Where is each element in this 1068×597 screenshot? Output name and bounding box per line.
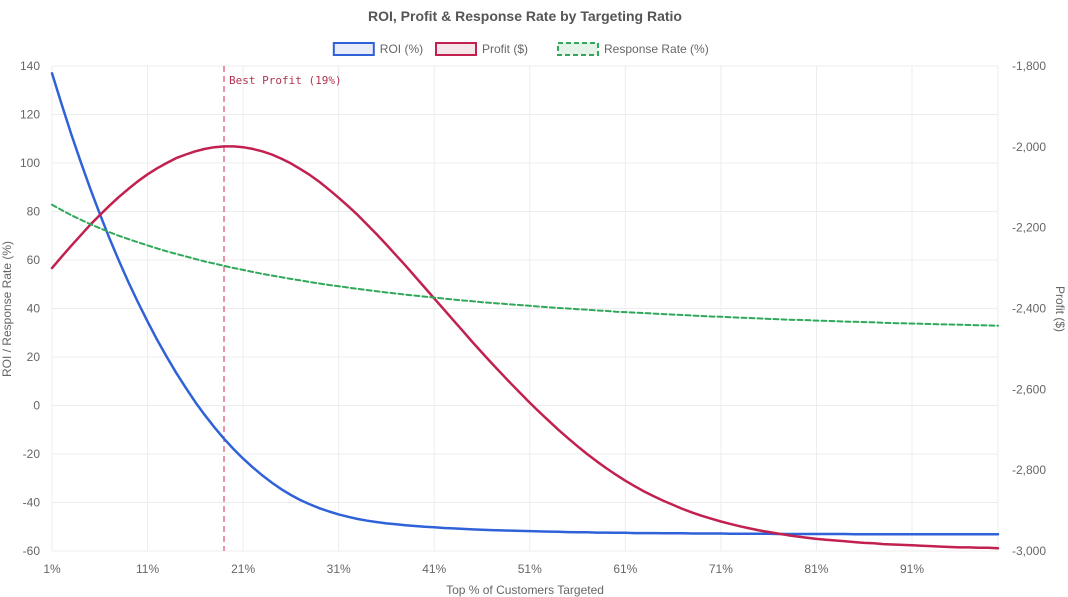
legend-item[interactable]: ROI (%) [332, 42, 423, 56]
chart-title: ROI, Profit & Response Rate by Targeting… [368, 8, 682, 24]
y-right-tick-label: -2,800 [1012, 463, 1046, 477]
y-left-tick-label: 60 [27, 253, 41, 267]
y-left-tick-label: 20 [27, 350, 41, 364]
x-tick-label: 81% [804, 562, 828, 576]
y-left-tick-label: 40 [27, 302, 41, 316]
legend-label: Profit ($) [482, 42, 528, 56]
y-right-tick-label: -2,600 [1012, 382, 1046, 396]
legend-swatch [557, 42, 599, 56]
x-tick-labels: 1% 11% 21% 31% 41% 51% 61% 71% 81% 91% [43, 562, 924, 576]
y-right-tick-label: -2,400 [1012, 302, 1046, 316]
x-tick-label: 41% [422, 562, 446, 576]
legend-label: Response Rate (%) [604, 42, 709, 56]
y-right-tick-label: -2,000 [1012, 140, 1046, 154]
chart-legend: ROI (%) Profit ($) Response Rate (%) [332, 42, 709, 56]
y-left-tick-label: -40 [23, 496, 41, 510]
y-right-axis-title: Profit ($) [1053, 286, 1067, 332]
legend-label: ROI (%) [380, 42, 423, 56]
x-tick-label: 91% [900, 562, 924, 576]
legend-swatch [332, 42, 375, 56]
best-profit-label: Best Profit (19%) [229, 74, 342, 87]
y-left-axis-title: ROI / Response Rate (%) [0, 241, 14, 377]
x-tick-label: 61% [613, 562, 637, 576]
y-left-tick-label: 80 [27, 205, 41, 219]
series-line-2 [51, 203, 999, 327]
y-left-tick-label: 140 [20, 59, 40, 73]
y-right-tick-label: -1,800 [1012, 59, 1046, 73]
y-left-tick-labels: -60 -40 -20 0 20 40 60 80 100 120 140 [20, 59, 40, 558]
x-tick-label: 31% [327, 562, 351, 576]
y-left-tick-label: -20 [23, 447, 41, 461]
legend-item[interactable]: Profit ($) [435, 42, 528, 56]
series-lines [50, 72, 1000, 550]
legend-swatch [435, 42, 477, 56]
series-line-0 [50, 72, 1000, 536]
y-left-tick-label: -60 [23, 544, 41, 558]
y-left-tick-label: 0 [33, 399, 40, 413]
series-line-1 [50, 145, 1000, 550]
grid-lines [51, 65, 999, 552]
x-tick-label: 11% [136, 562, 159, 576]
y-left-tick-label: 120 [20, 108, 40, 122]
x-tick-label: 21% [231, 562, 255, 576]
x-tick-label: 51% [518, 562, 542, 576]
x-axis-title: Top % of Customers Targeted [446, 583, 604, 597]
y-right-tick-labels: -3,000 -2,800 -2,600 -2,400 -2,200 -2,000 -1,8… [1012, 59, 1046, 558]
legend-item[interactable]: Response Rate (%) [557, 42, 709, 56]
y-left-tick-label: 100 [20, 156, 40, 170]
x-tick-label: 71% [709, 562, 733, 576]
x-tick-label: 1% [43, 562, 61, 576]
y-right-tick-label: -3,000 [1012, 544, 1046, 558]
y-right-tick-label: -2,200 [1012, 221, 1046, 235]
